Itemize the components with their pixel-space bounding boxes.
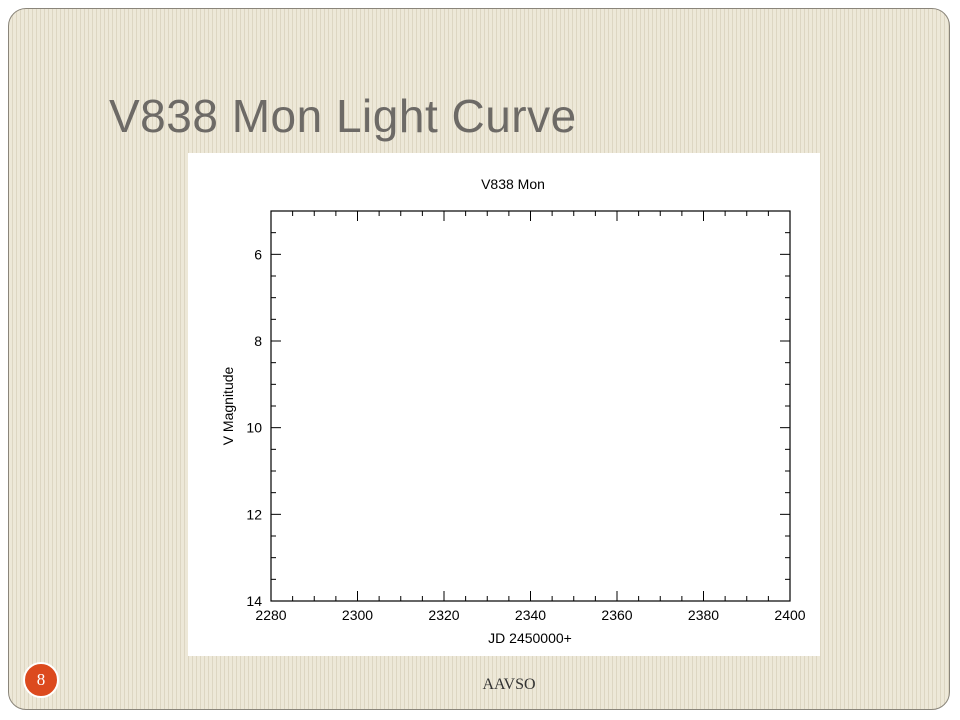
y-axis-label: V Magnitude [220,366,236,445]
x-tick-label: 2300 [342,607,373,623]
chart-canvas: V838 Mon 2280 2300 2320 2340 2360 2380 2400 6 8 1… [220,153,806,646]
x-tick-label: 2400 [774,607,805,623]
x-axis-label: JD 2450000+ [488,630,572,646]
x-tick-label: 2320 [428,607,459,623]
y-tick-label: 10 [246,420,262,436]
footer-text: AAVSO [482,676,536,693]
y-tick-label: 8 [254,333,262,349]
x-tick-label: 2340 [515,607,546,623]
data-points [271,153,782,586]
tick-labels: 2280 2300 2320 2340 2360 2380 2400 6 8 10 12 14 [246,246,805,623]
y-tick-label: 12 [246,506,262,522]
chart-title: V838 Mon [481,176,545,192]
y-tick-label: 14 [246,593,262,609]
slide-number-badge: 8 [23,662,59,698]
axis-ticks [270,210,791,602]
slide: V838 Mon Light Curve V838 Mon 2280 2300 23… [8,8,950,710]
x-tick-label: 2280 [255,607,286,623]
x-tick-label: 2380 [688,607,719,623]
y-tick-label: 6 [254,246,262,262]
light-curve-chart: V838 Mon 2280 2300 2320 2340 2360 2380 2400 6 8 1… [188,153,820,656]
x-tick-label: 2360 [601,607,632,623]
slide-title: V838 Mon Light Curve [109,90,577,142]
plot-area [270,210,791,602]
